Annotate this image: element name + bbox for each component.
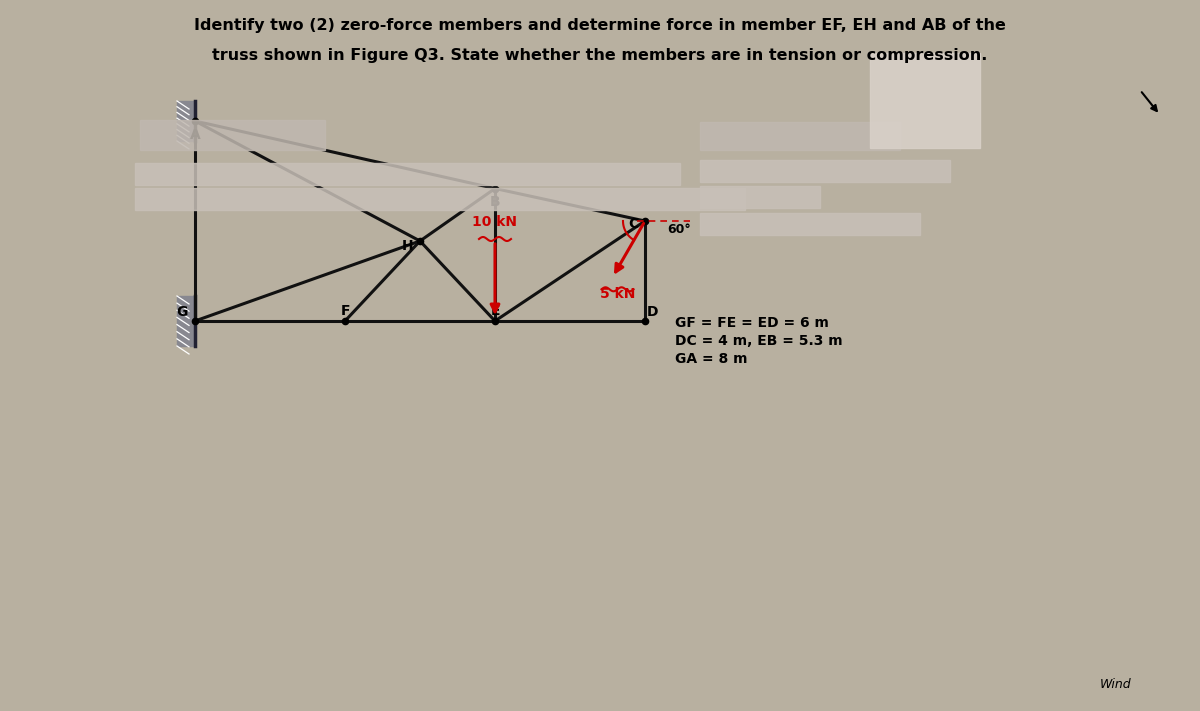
- Bar: [700, 213, 920, 235]
- Text: G: G: [176, 305, 187, 319]
- Bar: [700, 160, 950, 182]
- Text: H: H: [402, 239, 414, 253]
- Bar: [134, 163, 680, 185]
- Text: Wind: Wind: [1100, 678, 1132, 691]
- Text: A: A: [190, 128, 200, 142]
- Text: 60°: 60°: [667, 223, 691, 236]
- Text: 5 kN: 5 kN: [600, 287, 635, 301]
- Text: B: B: [490, 195, 500, 208]
- Text: C: C: [628, 217, 638, 231]
- Text: 10 kN: 10 kN: [473, 215, 517, 229]
- Text: GF = FE = ED = 6 m: GF = FE = ED = 6 m: [674, 316, 829, 330]
- Text: Identify two (2) zero-force members and determine force in member EF, EH and AB : Identify two (2) zero-force members and …: [194, 18, 1006, 33]
- Text: D: D: [647, 305, 658, 319]
- Bar: [134, 188, 745, 210]
- Text: E: E: [491, 304, 499, 318]
- Text: F: F: [341, 304, 349, 318]
- Bar: [700, 122, 900, 150]
- Bar: [870, 53, 980, 148]
- Text: DC = 4 m, EB = 5.3 m: DC = 4 m, EB = 5.3 m: [674, 334, 842, 348]
- Text: truss shown in Figure Q3. State whether the members are in tension or compressio: truss shown in Figure Q3. State whether …: [212, 48, 988, 63]
- Bar: [178, 296, 194, 346]
- Bar: [178, 101, 194, 141]
- Bar: [700, 186, 820, 208]
- Text: GA = 8 m: GA = 8 m: [674, 352, 748, 366]
- Bar: [140, 120, 325, 150]
